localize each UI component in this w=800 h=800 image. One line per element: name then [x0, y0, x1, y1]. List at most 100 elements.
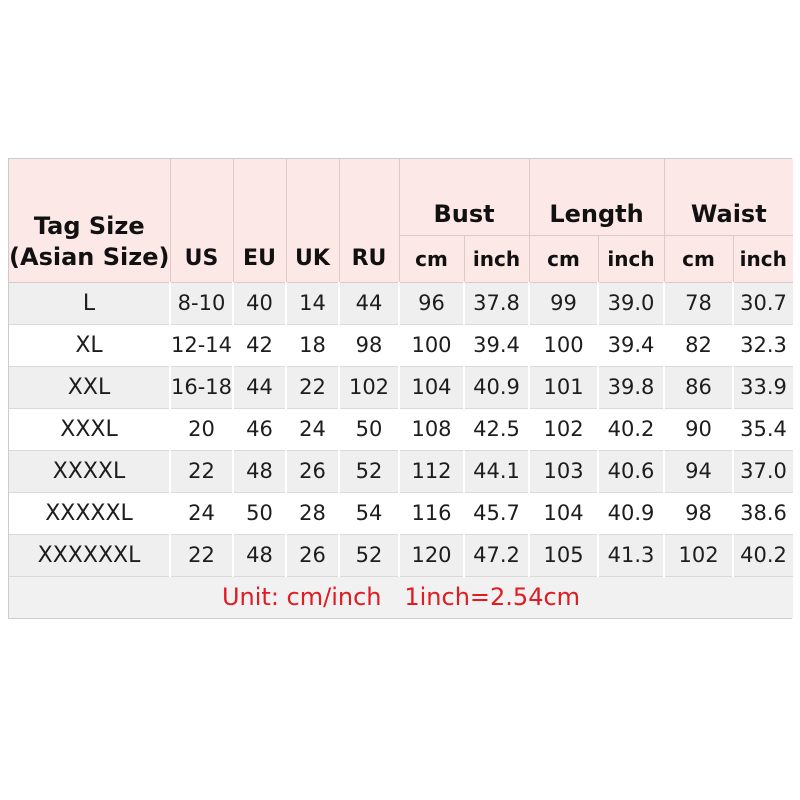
measurement-cell: 103	[529, 450, 600, 493]
measurement-cell: 108	[399, 408, 465, 451]
measurement-cell: 104	[399, 366, 465, 409]
measurement-cell: 40.2	[733, 534, 794, 577]
measurement-cell: 48	[233, 450, 287, 493]
measurement-cell: 35.4	[733, 408, 794, 451]
measurement-cell: 26	[286, 450, 340, 493]
col-header-length-cm: cm	[529, 235, 599, 283]
measurement-cell: 44	[233, 366, 287, 409]
measurement-cell: 30.7	[733, 282, 794, 325]
col-group-waist: Waist	[664, 159, 794, 236]
size-label-cell: XL	[9, 324, 171, 367]
unit-note: Unit: cm/inch 1inch=2.54cm	[221, 583, 581, 611]
measurement-cell: 100	[399, 324, 465, 367]
measurement-cell: 16-18	[170, 366, 234, 409]
table-body: L 8-10 40 14 44 96 37.8 99 39.0 78 30.7 XL 12-14 42 18…	[9, 282, 794, 577]
measurement-cell: 104	[529, 492, 600, 535]
size-chart-table: Tag Size (Asian Size) US EU UK RU Bust L…	[8, 158, 794, 619]
measurement-cell: 28	[286, 492, 340, 535]
measurement-cell: 42.5	[464, 408, 531, 451]
col-header-uk: UK	[286, 159, 340, 283]
col-header-length-inch: inch	[598, 235, 665, 283]
measurement-cell: 44	[339, 282, 400, 325]
col-group-bust: Bust	[399, 159, 530, 236]
measurement-cell: 116	[399, 492, 465, 535]
measurement-cell: 18	[286, 324, 340, 367]
table-row: XXXXXXL 22 48 26 52 120 47.2 105 41.3 102 40.2	[9, 534, 794, 577]
measurement-cell: 102	[529, 408, 600, 451]
measurement-cell: 112	[399, 450, 465, 493]
tag-size-line2: (Asian Size)	[9, 242, 170, 271]
measurement-cell: 100	[529, 324, 600, 367]
measurement-cell: 47.2	[464, 534, 531, 577]
col-header-us: US	[170, 159, 234, 283]
measurement-cell: 98	[664, 492, 735, 535]
measurement-cell: 42	[233, 324, 287, 367]
table-row: L 8-10 40 14 44 96 37.8 99 39.0 78 30.7	[9, 282, 794, 325]
measurement-cell: 44.1	[464, 450, 531, 493]
measurement-cell: 78	[664, 282, 735, 325]
tag-size-line1: Tag Size	[33, 211, 145, 240]
size-label-cell: XXXXL	[9, 450, 171, 493]
measurement-cell: 45.7	[464, 492, 531, 535]
measurement-cell: 99	[529, 282, 600, 325]
measurement-cell: 96	[399, 282, 465, 325]
measurement-cell: 40.9	[464, 366, 531, 409]
measurement-cell: 24	[170, 492, 234, 535]
measurement-cell: 26	[286, 534, 340, 577]
measurement-cell: 120	[399, 534, 465, 577]
measurement-cell: 8-10	[170, 282, 234, 325]
measurement-cell: 37.0	[733, 450, 794, 493]
unit-note-cell: Unit: cm/inch 1inch=2.54cm	[9, 576, 794, 618]
measurement-cell: 22	[170, 450, 234, 493]
col-header-waist-cm: cm	[664, 235, 734, 283]
table-row: XXL 16-18 44 22 102 104 40.9 101 39.8 86 33.9	[9, 366, 794, 409]
measurement-cell: 54	[339, 492, 400, 535]
footer-row: Unit: cm/inch 1inch=2.54cm	[9, 576, 794, 618]
measurement-cell: 52	[339, 450, 400, 493]
measurement-cell: 41.3	[598, 534, 666, 577]
measurement-cell: 39.4	[464, 324, 531, 367]
col-header-waist-inch: inch	[733, 235, 794, 283]
size-label-cell: XXXL	[9, 408, 171, 451]
col-header-ru: RU	[339, 159, 400, 283]
measurement-cell: 90	[664, 408, 735, 451]
col-header-tag-size: Tag Size (Asian Size)	[9, 159, 171, 283]
size-label-cell: L	[9, 282, 171, 325]
measurement-cell: 22	[286, 366, 340, 409]
col-group-length: Length	[529, 159, 665, 236]
header-row-units: cm inch cm inch cm inch	[9, 235, 794, 283]
measurement-cell: 40	[233, 282, 287, 325]
measurement-cell: 39.0	[598, 282, 666, 325]
size-label-cell: XXL	[9, 366, 171, 409]
measurement-cell: 40.9	[598, 492, 666, 535]
measurement-cell: 102	[339, 366, 400, 409]
measurement-cell: 24	[286, 408, 340, 451]
measurement-cell: 50	[233, 492, 287, 535]
measurement-cell: 22	[170, 534, 234, 577]
header-row-groups: Tag Size (Asian Size) US EU UK RU Bust L…	[9, 159, 794, 283]
measurement-cell: 52	[339, 534, 400, 577]
col-header-bust-cm: cm	[399, 235, 465, 283]
measurement-cell: 105	[529, 534, 600, 577]
measurement-cell: 14	[286, 282, 340, 325]
measurement-cell: 94	[664, 450, 735, 493]
size-conversion-table: Tag Size (Asian Size) US EU UK RU Bust L…	[9, 159, 794, 618]
measurement-cell: 101	[529, 366, 600, 409]
measurement-cell: 50	[339, 408, 400, 451]
measurement-cell: 20	[170, 408, 234, 451]
measurement-cell: 33.9	[733, 366, 794, 409]
table-row: XXXL 20 46 24 50 108 42.5 102 40.2 90 35.4	[9, 408, 794, 451]
measurement-cell: 12-14	[170, 324, 234, 367]
col-header-eu: EU	[233, 159, 287, 283]
measurement-cell: 40.6	[598, 450, 666, 493]
measurement-cell: 39.4	[598, 324, 666, 367]
table-row: XXXXXL 24 50 28 54 116 45.7 104 40.9 98 38.6	[9, 492, 794, 535]
measurement-cell: 39.8	[598, 366, 666, 409]
table-row: XXXXL 22 48 26 52 112 44.1 103 40.6 94 37.0	[9, 450, 794, 493]
measurement-cell: 32.3	[733, 324, 794, 367]
measurement-cell: 82	[664, 324, 735, 367]
col-header-bust-inch: inch	[464, 235, 530, 283]
measurement-cell: 86	[664, 366, 735, 409]
measurement-cell: 98	[339, 324, 400, 367]
measurement-cell: 40.2	[598, 408, 666, 451]
